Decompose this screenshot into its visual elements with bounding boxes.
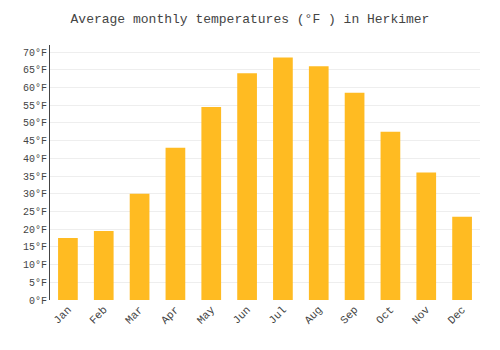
svg-text:25°F: 25°F <box>23 207 47 218</box>
svg-text:60°F: 60°F <box>23 83 47 94</box>
svg-text:30°F: 30°F <box>23 189 47 200</box>
svg-text:10°F: 10°F <box>23 260 47 271</box>
svg-text:45°F: 45°F <box>23 136 47 147</box>
svg-text:50°F: 50°F <box>23 118 47 129</box>
svg-text:May: May <box>195 304 218 327</box>
svg-text:15°F: 15°F <box>23 242 47 253</box>
svg-text:Jan: Jan <box>51 304 73 326</box>
svg-text:Feb: Feb <box>87 304 109 326</box>
svg-text:55°F: 55°F <box>23 101 47 112</box>
svg-text:Dec: Dec <box>446 304 468 326</box>
svg-text:20°F: 20°F <box>23 225 47 236</box>
svg-text:40°F: 40°F <box>23 154 47 165</box>
svg-text:Average monthly temperatures (: Average monthly temperatures (°F ) in He… <box>71 12 430 27</box>
svg-text:5°F: 5°F <box>29 278 47 289</box>
svg-text:35°F: 35°F <box>23 172 47 183</box>
svg-text:Sep: Sep <box>338 304 360 326</box>
svg-text:Aug: Aug <box>302 304 324 326</box>
svg-text:Apr: Apr <box>159 304 181 326</box>
svg-text:Jun: Jun <box>231 304 253 326</box>
svg-text:Nov: Nov <box>410 304 433 327</box>
svg-text:65°F: 65°F <box>23 65 47 76</box>
svg-text:Mar: Mar <box>123 304 145 326</box>
svg-text:70°F: 70°F <box>23 48 47 59</box>
svg-text:Jul: Jul <box>266 304 288 326</box>
svg-text:Oct: Oct <box>374 304 396 326</box>
svg-text:0°F: 0°F <box>29 296 47 307</box>
